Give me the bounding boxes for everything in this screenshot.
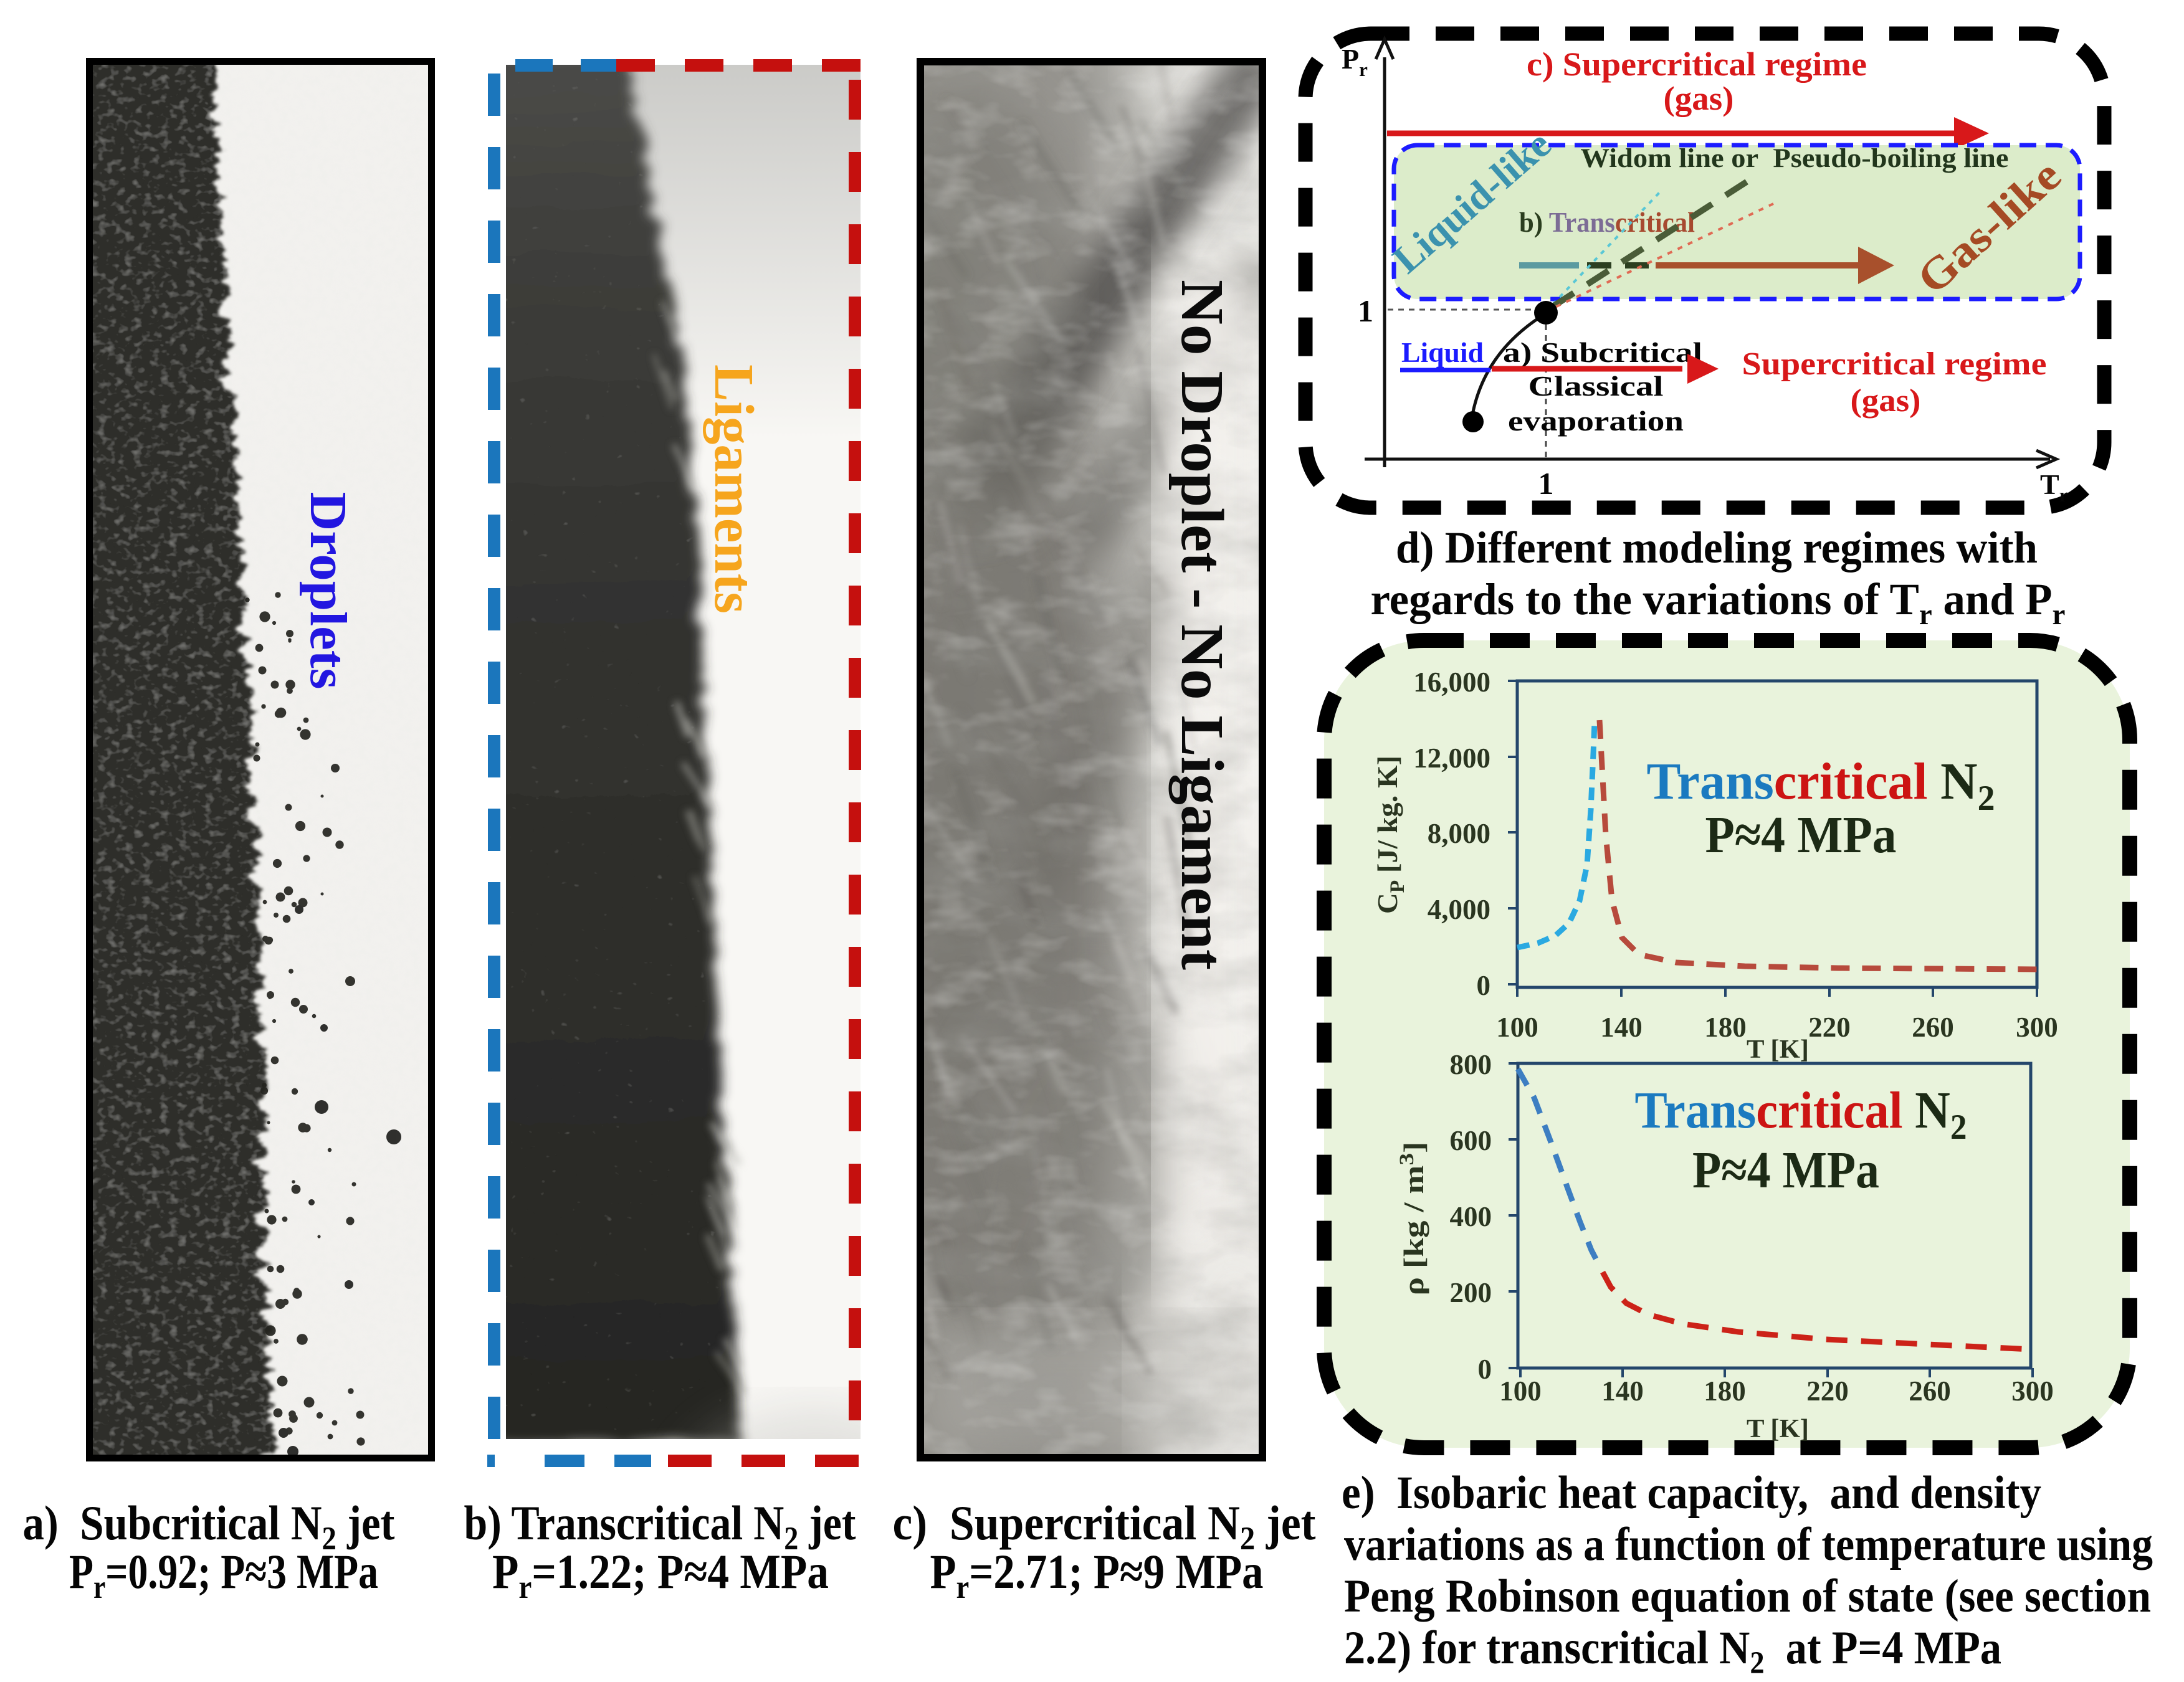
svg-text:Transcritical N2: Transcritical N2 bbox=[1635, 1081, 1967, 1147]
svg-text:220: 220 bbox=[1806, 1376, 1849, 1407]
svg-text:b) Transcritical N2 jet: b) Transcritical N2 jet bbox=[464, 1496, 856, 1557]
svg-text:ρ [kg / m3]: ρ [kg / m3] bbox=[1396, 1142, 1429, 1296]
svg-text:16,000: 16,000 bbox=[1413, 667, 1490, 698]
svg-text:300: 300 bbox=[2016, 1012, 2058, 1043]
svg-text:300: 300 bbox=[2011, 1376, 2054, 1407]
svg-text:1: 1 bbox=[1358, 293, 1373, 328]
svg-text:T [K]: T [K] bbox=[1747, 1035, 1809, 1064]
svg-text:0: 0 bbox=[1478, 1354, 1492, 1385]
svg-text:P≈4 MPa: P≈4 MPa bbox=[1705, 806, 1897, 864]
svg-text:0: 0 bbox=[1477, 970, 1491, 1001]
svg-text:a) Subcritical: a) Subcritical bbox=[1503, 336, 1702, 368]
svg-text:400: 400 bbox=[1450, 1201, 1492, 1232]
svg-text:260: 260 bbox=[1909, 1376, 1951, 1407]
svg-text:Peng Robinson equation of stat: Peng Robinson equation of state (see sec… bbox=[1344, 1570, 2151, 1622]
svg-text:P≈4 MPa: P≈4 MPa bbox=[1692, 1141, 1879, 1199]
svg-text:Pr=0.92; P≈3 MPa: Pr=0.92; P≈3 MPa bbox=[69, 1544, 378, 1605]
svg-text:CP [J/ kg. K]: CP [J/ kg. K] bbox=[1371, 756, 1409, 914]
svg-text:Tr: Tr bbox=[2040, 468, 2068, 506]
svg-text:800: 800 bbox=[1450, 1049, 1492, 1080]
svg-text:d) Different modeling regimes: d) Different modeling regimes with bbox=[1396, 523, 2038, 573]
svg-text:Liquid: Liquid bbox=[1401, 336, 1484, 368]
svg-text:260: 260 bbox=[1912, 1012, 1954, 1043]
svg-text:200: 200 bbox=[1450, 1277, 1492, 1308]
svg-text:180: 180 bbox=[1704, 1376, 1746, 1407]
svg-text:100: 100 bbox=[1499, 1376, 1542, 1407]
svg-text:600: 600 bbox=[1450, 1125, 1492, 1156]
svg-text:4,000: 4,000 bbox=[1428, 894, 1490, 925]
svg-text:Ligaments: Ligaments bbox=[703, 364, 765, 614]
svg-text:1: 1 bbox=[1538, 466, 1554, 501]
svg-text:c) Supercritical regime: c) Supercritical regime bbox=[1527, 45, 1867, 83]
svg-text:Supercritical regime: Supercritical regime bbox=[1742, 346, 2047, 382]
svg-text:220: 220 bbox=[1808, 1012, 1851, 1043]
svg-text:Pr=1.22; P≈4 MPa: Pr=1.22; P≈4 MPa bbox=[492, 1544, 829, 1605]
svg-text:140: 140 bbox=[1601, 1376, 1644, 1407]
svg-text:180: 180 bbox=[1704, 1012, 1747, 1043]
svg-text:variations as a function of te: variations as a function of temperature … bbox=[1344, 1519, 2153, 1570]
svg-text:(gas): (gas) bbox=[1851, 383, 1921, 419]
svg-text:T [K]: T [K] bbox=[1747, 1415, 1809, 1443]
svg-text:Widom line or Pseudo-boiling: Widom line or Pseudo-boiling line bbox=[1581, 144, 2009, 173]
svg-text:b) Transcritical: b) Transcritical bbox=[1519, 206, 1695, 238]
svg-text:Pr: Pr bbox=[1342, 43, 1368, 80]
svg-text:c) Supercritical N2 jet: c) Supercritical N2 jet bbox=[893, 1496, 1316, 1557]
svg-text:Droplets: Droplets bbox=[299, 492, 357, 690]
svg-text:Classical: Classical bbox=[1528, 370, 1664, 402]
svg-text:100: 100 bbox=[1496, 1012, 1538, 1043]
svg-text:Transcritical N2: Transcritical N2 bbox=[1647, 753, 1995, 818]
svg-text:2.2) for transcritical N2 at: 2.2) for transcritical N2 at P=4 MPa bbox=[1344, 1622, 2001, 1681]
svg-text:e) Isobaric heat capacity, a: e) Isobaric heat capacity, and density bbox=[1342, 1467, 2041, 1519]
svg-text:140: 140 bbox=[1600, 1012, 1643, 1043]
svg-text:8,000: 8,000 bbox=[1428, 818, 1490, 849]
svg-text:(gas): (gas) bbox=[1664, 80, 1734, 117]
svg-text:12,000: 12,000 bbox=[1413, 743, 1490, 774]
svg-text:No Droplet - No Ligament: No Droplet - No Ligament bbox=[1168, 280, 1236, 970]
svg-text:a) Subcritical N2 jet: a) Subcritical N2 jet bbox=[23, 1496, 395, 1557]
svg-text:evaporation: evaporation bbox=[1508, 405, 1684, 437]
svg-text:Pr=2.71; P≈9 MPa: Pr=2.71; P≈9 MPa bbox=[930, 1544, 1264, 1605]
svg-text:regards to the variations of T: regards to the variations of Tr and Pr bbox=[1371, 574, 2066, 631]
